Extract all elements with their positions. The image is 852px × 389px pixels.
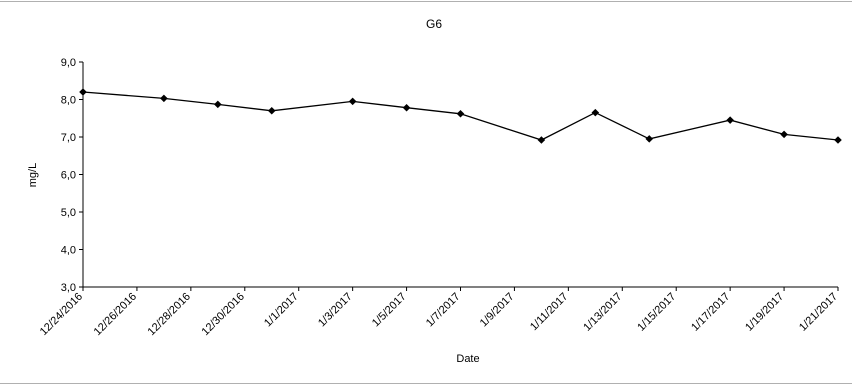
data-point xyxy=(834,136,842,144)
data-point xyxy=(348,97,357,106)
y-tick-label: 8,0 xyxy=(61,95,76,107)
y-tick-label: 7,0 xyxy=(61,132,76,144)
x-axis-title: Date xyxy=(456,353,479,365)
y-tick-label: 5,0 xyxy=(61,207,76,219)
data-point xyxy=(591,108,600,117)
y-axis-title: mg/L xyxy=(27,163,39,187)
y-tick-label: 6,0 xyxy=(61,170,76,182)
x-tick-label: 1/19/2017 xyxy=(743,291,786,334)
x-tick-label: 1/21/2017 xyxy=(797,291,840,334)
data-point xyxy=(267,106,276,115)
x-tick-label: 12/26/2016 xyxy=(92,291,139,338)
x-tick-label: 1/7/2017 xyxy=(424,291,463,330)
y-axis-ticks: 3,0 4,0 5,0 6,0 7,0 8,0 9,0 xyxy=(61,57,83,294)
x-tick-label: 1/3/2017 xyxy=(316,291,355,330)
x-tick-label: 12/24/2016 xyxy=(38,291,85,338)
data-point xyxy=(214,100,222,109)
data-point xyxy=(537,136,546,144)
x-tick-label: 1/9/2017 xyxy=(478,291,517,330)
x-tick-label: 1/5/2017 xyxy=(370,291,409,330)
data-point xyxy=(160,94,168,103)
data-point xyxy=(780,130,788,139)
y-tick-label: 9,0 xyxy=(61,57,76,69)
data-point xyxy=(79,88,87,96)
chart-title: G6 xyxy=(426,17,442,31)
y-tick-label: 3,0 xyxy=(61,282,76,294)
x-tick-label: 1/11/2017 xyxy=(528,291,571,334)
x-tick-label: 1/13/2017 xyxy=(581,291,624,334)
data-markers xyxy=(79,88,842,144)
data-point xyxy=(456,109,465,118)
data-point xyxy=(645,135,654,143)
data-point xyxy=(402,103,411,112)
x-tick-label: 1/15/2017 xyxy=(635,291,678,334)
x-tick-label: 12/28/2016 xyxy=(146,291,193,338)
x-tick-label: 1/1/2017 xyxy=(262,291,301,330)
y-tick-label: 4,0 xyxy=(61,245,76,257)
data-point xyxy=(726,116,734,124)
x-axis-ticks: 12/24/2016 12/26/2016 12/28/2016 12/30/2016… xyxy=(38,287,840,338)
x-tick-label: 1/17/2017 xyxy=(689,291,732,334)
plot-area: 3,0 4,0 5,0 6,0 7,0 8,0 9,0 12/24/2016 12/26/20… xyxy=(38,57,842,338)
x-tick-label: 12/30/2016 xyxy=(199,291,246,338)
